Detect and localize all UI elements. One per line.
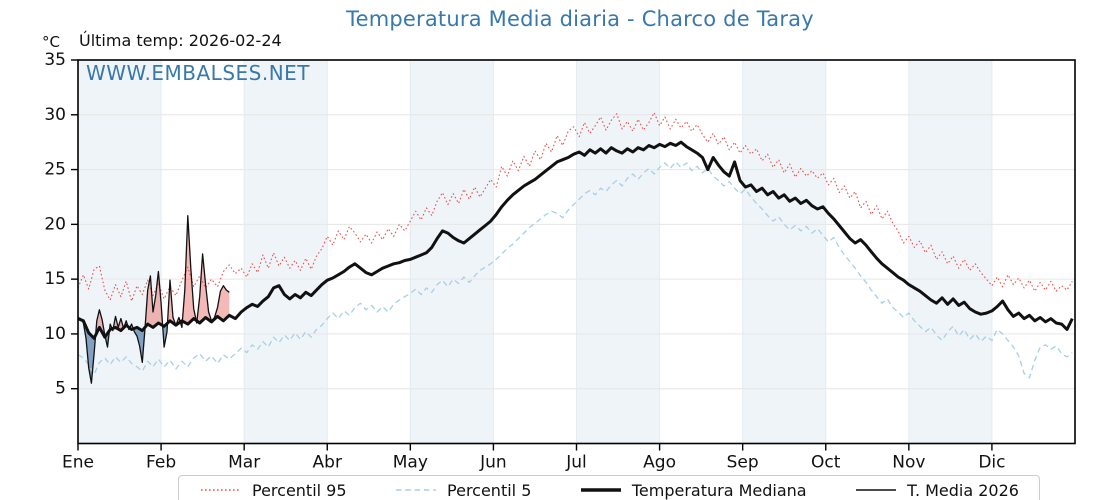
- x-tick-label: Nov: [892, 453, 925, 473]
- y-axis-unit-label: °C: [42, 33, 60, 51]
- y-tick-label: 25: [44, 160, 66, 180]
- month-band: [78, 60, 162, 444]
- month-band: [576, 60, 660, 444]
- month-band: [742, 60, 826, 444]
- y-tick-label: 20: [44, 214, 66, 234]
- legend-marker-line: [856, 489, 897, 491]
- legend-item-label: T. Media 2026: [907, 480, 1019, 500]
- y-tick-label: 5: [55, 379, 66, 399]
- x-tick-label: Ago: [643, 453, 676, 473]
- x-tick-label: Jun: [479, 453, 507, 473]
- legend-marker-line: [201, 489, 241, 491]
- x-tick-label: Ene: [62, 453, 94, 473]
- series-line-1: [77, 161, 1073, 379]
- legend-marker-line: [396, 489, 437, 491]
- x-tick-label: Oct: [811, 453, 841, 473]
- series-line-2: [77, 140, 1074, 340]
- month-band: [908, 60, 992, 444]
- x-tick-label: Abr: [313, 453, 342, 473]
- legend-item: Percentil 5: [394, 481, 531, 500]
- x-tick-label: Dic: [978, 453, 1005, 473]
- series-line-0: [77, 112, 1073, 302]
- y-tick-label: 10: [44, 324, 66, 344]
- x-tick-label: Mar: [228, 453, 260, 473]
- legend-item-label: Percentil 95: [252, 480, 347, 500]
- month-band: [244, 60, 328, 444]
- y-tick-label: 15: [44, 269, 66, 289]
- y-tick-label: 30: [44, 105, 66, 125]
- legend-item: Temperatura Mediana: [579, 481, 807, 500]
- x-tick-label: May: [393, 453, 428, 473]
- x-tick-label: Sep: [727, 453, 759, 473]
- chart-title: Temperatura Media diaria - Charco de Tar…: [346, 7, 814, 31]
- legend-marker-line: [580, 488, 621, 492]
- x-tick-label: Feb: [146, 453, 176, 473]
- series-line-3: [77, 214, 230, 384]
- legend-item-label: Percentil 5: [447, 480, 532, 500]
- watermark-text: WWW.EMBALSES.NET: [86, 61, 311, 85]
- legend-item-label: Temperatura Mediana: [631, 480, 807, 500]
- chart-legend: Percentil 95 Percentil 5 Temperatura Media…: [178, 475, 1040, 500]
- legend-item: Percentil 95: [199, 481, 347, 500]
- x-tick-label: Jul: [565, 453, 587, 473]
- last-temp-annotation: Última temp: 2026-02-24: [79, 31, 282, 50]
- fill-above-median: [78, 215, 230, 339]
- month-band: [410, 60, 494, 444]
- y-tick-label: 35: [44, 50, 66, 70]
- legend-item: T. Media 2026: [854, 481, 1019, 500]
